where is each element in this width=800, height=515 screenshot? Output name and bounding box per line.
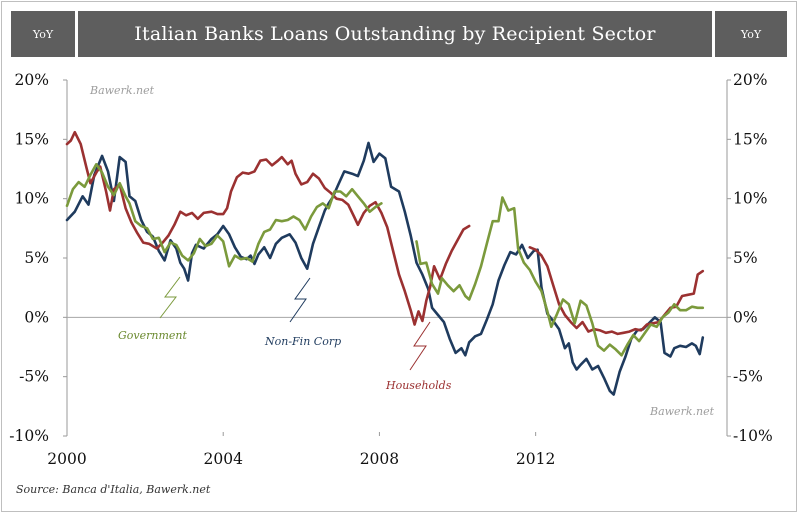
y-tick-label-left: -10% <box>9 427 49 445</box>
y-tick-label-right: -10% <box>733 427 773 445</box>
series-line-government <box>415 196 705 357</box>
y-tick-label-right: -5% <box>733 368 763 386</box>
right-axis-unit-label: YoY <box>715 11 787 57</box>
y-tick-label-right: 15% <box>733 130 767 148</box>
chart-title: Italian Banks Loans Outstanding by Recip… <box>78 11 712 57</box>
x-tick-label: 2012 <box>516 450 555 468</box>
labels-layer: Bawerk.net Bawerk.net Government Non-Fin… <box>89 84 715 418</box>
left-axis-unit-label: YoY <box>11 11 75 57</box>
y-tick-label-left: 5% <box>24 249 49 267</box>
y-tick-label-right: 20% <box>733 71 767 89</box>
source-note: Source: Banca d'Italia, Bawerk.net <box>16 483 211 496</box>
y-tick-label-left: -5% <box>19 368 49 386</box>
y-tick-label-left: 0% <box>24 308 49 326</box>
y-tick-label-right: 0% <box>733 308 758 326</box>
series-layer <box>65 130 705 396</box>
watermark-top: Bawerk.net <box>89 84 155 97</box>
y-tick-label-left: 15% <box>15 130 49 148</box>
annotation-non-fin-corp: Non-Fin Corp <box>264 335 341 348</box>
x-tick-label: 2004 <box>203 450 243 468</box>
series-line-households <box>65 130 471 326</box>
annotation-arrow-households <box>409 321 431 371</box>
x-tick-label: 2008 <box>360 450 399 468</box>
series-line-households <box>528 246 705 336</box>
watermark-bottom: Bawerk.net <box>649 405 715 418</box>
y-tick-label-left: 10% <box>15 190 49 208</box>
annotation-arrow-non-fin-corp <box>289 277 311 323</box>
series-line-non-fin-corp <box>65 141 705 396</box>
annotation-arrow-government <box>159 276 181 319</box>
y-tick-label-right: 5% <box>733 249 758 267</box>
series-line-government <box>65 163 383 268</box>
x-tick-label: 2000 <box>47 450 86 468</box>
annotation-households: Households <box>385 379 452 392</box>
annotation-government: Government <box>118 329 188 342</box>
y-tick-label-right: 10% <box>733 190 767 208</box>
axes: 20% 20% 15% 15% 10% 10% 5% 5% 0% 0% -5% -5% -10% -10%… <box>9 71 772 468</box>
y-tick-label-left: 20% <box>15 71 49 89</box>
